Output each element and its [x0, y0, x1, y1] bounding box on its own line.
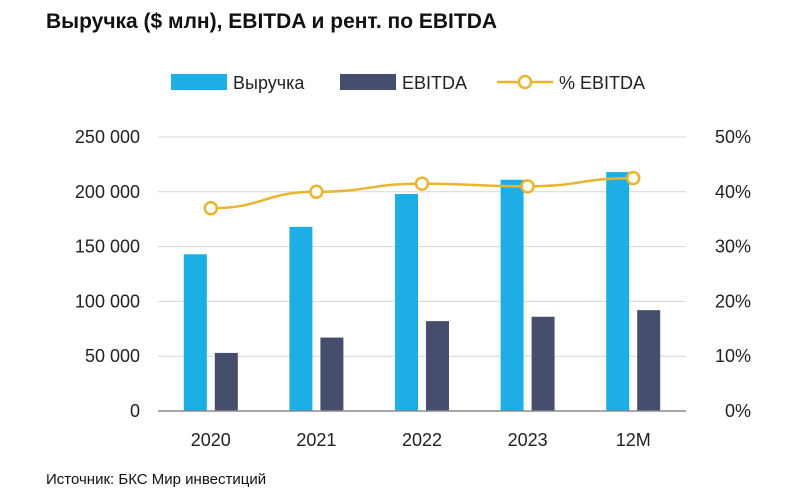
- axes: 0 50 000 100 000 150 000 200 000 250 000 0% 10%…: [75, 127, 751, 450]
- margin-point: [414, 176, 430, 191]
- margin-point: [309, 184, 324, 200]
- bar-revenue: [500, 179, 524, 411]
- source-note: Источник: БКС Мир инвестиций: [46, 471, 267, 488]
- y-left-tick-label: 150 000: [75, 237, 140, 257]
- legend-swatch-revenue: [171, 74, 227, 90]
- legend: Выручка EBITDA % EBITDA: [171, 73, 645, 93]
- y-left-tick-label: 0: [130, 401, 140, 421]
- y-right-tick-label: 50%: [715, 127, 751, 147]
- y-right-tick-label: 0%: [725, 401, 751, 421]
- y-right-tick-label: 40%: [715, 182, 751, 202]
- margin-point: [520, 179, 535, 194]
- legend-label-margin: % EBITDA: [559, 73, 645, 93]
- y-right-tick-label: 10%: [715, 346, 751, 366]
- legend-swatch-ebitda: [340, 74, 396, 90]
- y-right-tick-label: 30%: [715, 237, 751, 257]
- legend-marker-margin: [517, 74, 533, 90]
- x-tick-label: 2023: [508, 430, 548, 450]
- bar-revenue: [606, 172, 630, 411]
- y-left-tick-label: 250 000: [75, 127, 140, 147]
- x-tick-label: 2022: [402, 430, 442, 450]
- y-left-tick-label: 100 000: [75, 291, 140, 311]
- legend-label-ebitda: EBITDA: [402, 73, 467, 93]
- margin-line: [203, 170, 641, 216]
- bar-revenue: [395, 193, 418, 411]
- bar-ebitda: [214, 352, 238, 411]
- margin-point: [203, 200, 219, 216]
- bar-ebitda: [320, 337, 344, 411]
- legend-label-revenue: Выручка: [233, 73, 305, 93]
- x-tick-label: 12M: [616, 430, 651, 450]
- grid-lines: [158, 136, 686, 357]
- x-tick-label: 2021: [296, 430, 336, 450]
- bar-ebitda: [637, 310, 661, 411]
- bar-revenue: [289, 226, 313, 411]
- bar-ebitda: [426, 321, 449, 411]
- bar-revenue: [183, 254, 207, 411]
- bars: [183, 172, 661, 411]
- y-left-tick-label: 200 000: [75, 182, 140, 202]
- x-tick-label: 2020: [191, 430, 231, 450]
- chart-title: Выручка ($ млн), EBITDA и рент. по EBITD…: [46, 10, 498, 33]
- y-right-tick-label: 20%: [715, 291, 751, 311]
- y-left-tick-label: 50 000: [85, 346, 140, 366]
- bar-ebitda: [531, 316, 555, 411]
- margin-point: [625, 170, 641, 186]
